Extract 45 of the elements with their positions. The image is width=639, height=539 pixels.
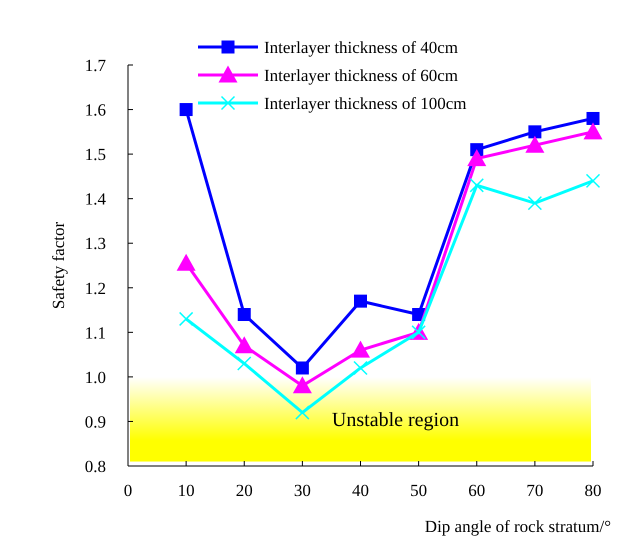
point xyxy=(470,178,484,193)
y-tick-label: 1.7 xyxy=(84,56,106,75)
point xyxy=(176,254,196,271)
x-axis-title: Dip angle of rock stratum/° xyxy=(424,517,611,536)
point xyxy=(180,103,193,116)
point xyxy=(467,149,486,166)
point xyxy=(528,196,542,210)
point xyxy=(351,340,370,358)
y-tick-label: 1.2 xyxy=(84,278,106,298)
y-tick-label: 1.0 xyxy=(84,368,106,387)
point xyxy=(292,376,312,394)
y-tick-label: 1.3 xyxy=(84,234,106,254)
x-tick-label: 10 xyxy=(178,481,195,500)
x-tick-label: 70 xyxy=(526,481,544,500)
x-tick-label: 50 xyxy=(410,481,428,500)
point xyxy=(528,125,542,138)
point xyxy=(296,361,309,374)
legend-label: Interlayer thickness of 40cm xyxy=(264,38,458,57)
y-tick-label: 0.9 xyxy=(84,412,106,432)
y-tick-label: 0.8 xyxy=(84,457,106,476)
point xyxy=(353,360,368,376)
point xyxy=(234,336,254,354)
y-axis-title: Safety factor xyxy=(49,222,68,310)
legend-label: Interlayer thickness of 60cm xyxy=(264,66,458,85)
legend-label: Interlayer thickness of 100cm xyxy=(264,94,467,113)
point xyxy=(178,312,194,326)
x-tick-label: 20 xyxy=(236,481,253,500)
point xyxy=(525,136,544,153)
point xyxy=(584,122,602,140)
point xyxy=(586,112,600,125)
y-tick-label: 1.5 xyxy=(84,145,106,164)
x-tick-label: 0 xyxy=(124,481,132,500)
y-tick-label: 1.4 xyxy=(84,190,106,209)
x-tick-label: 80 xyxy=(584,481,602,500)
y-tick-label: 1.1 xyxy=(84,323,106,342)
point xyxy=(238,308,251,322)
band-label: Unstable region xyxy=(332,409,460,432)
point xyxy=(354,294,367,308)
point xyxy=(586,174,600,188)
point xyxy=(295,405,310,420)
x-tick-label: 40 xyxy=(352,481,369,500)
x-tick-label: 30 xyxy=(294,481,311,500)
x-tick-label: 60 xyxy=(468,481,486,500)
point xyxy=(237,356,252,371)
y-tick-label: 1.6 xyxy=(84,100,106,120)
